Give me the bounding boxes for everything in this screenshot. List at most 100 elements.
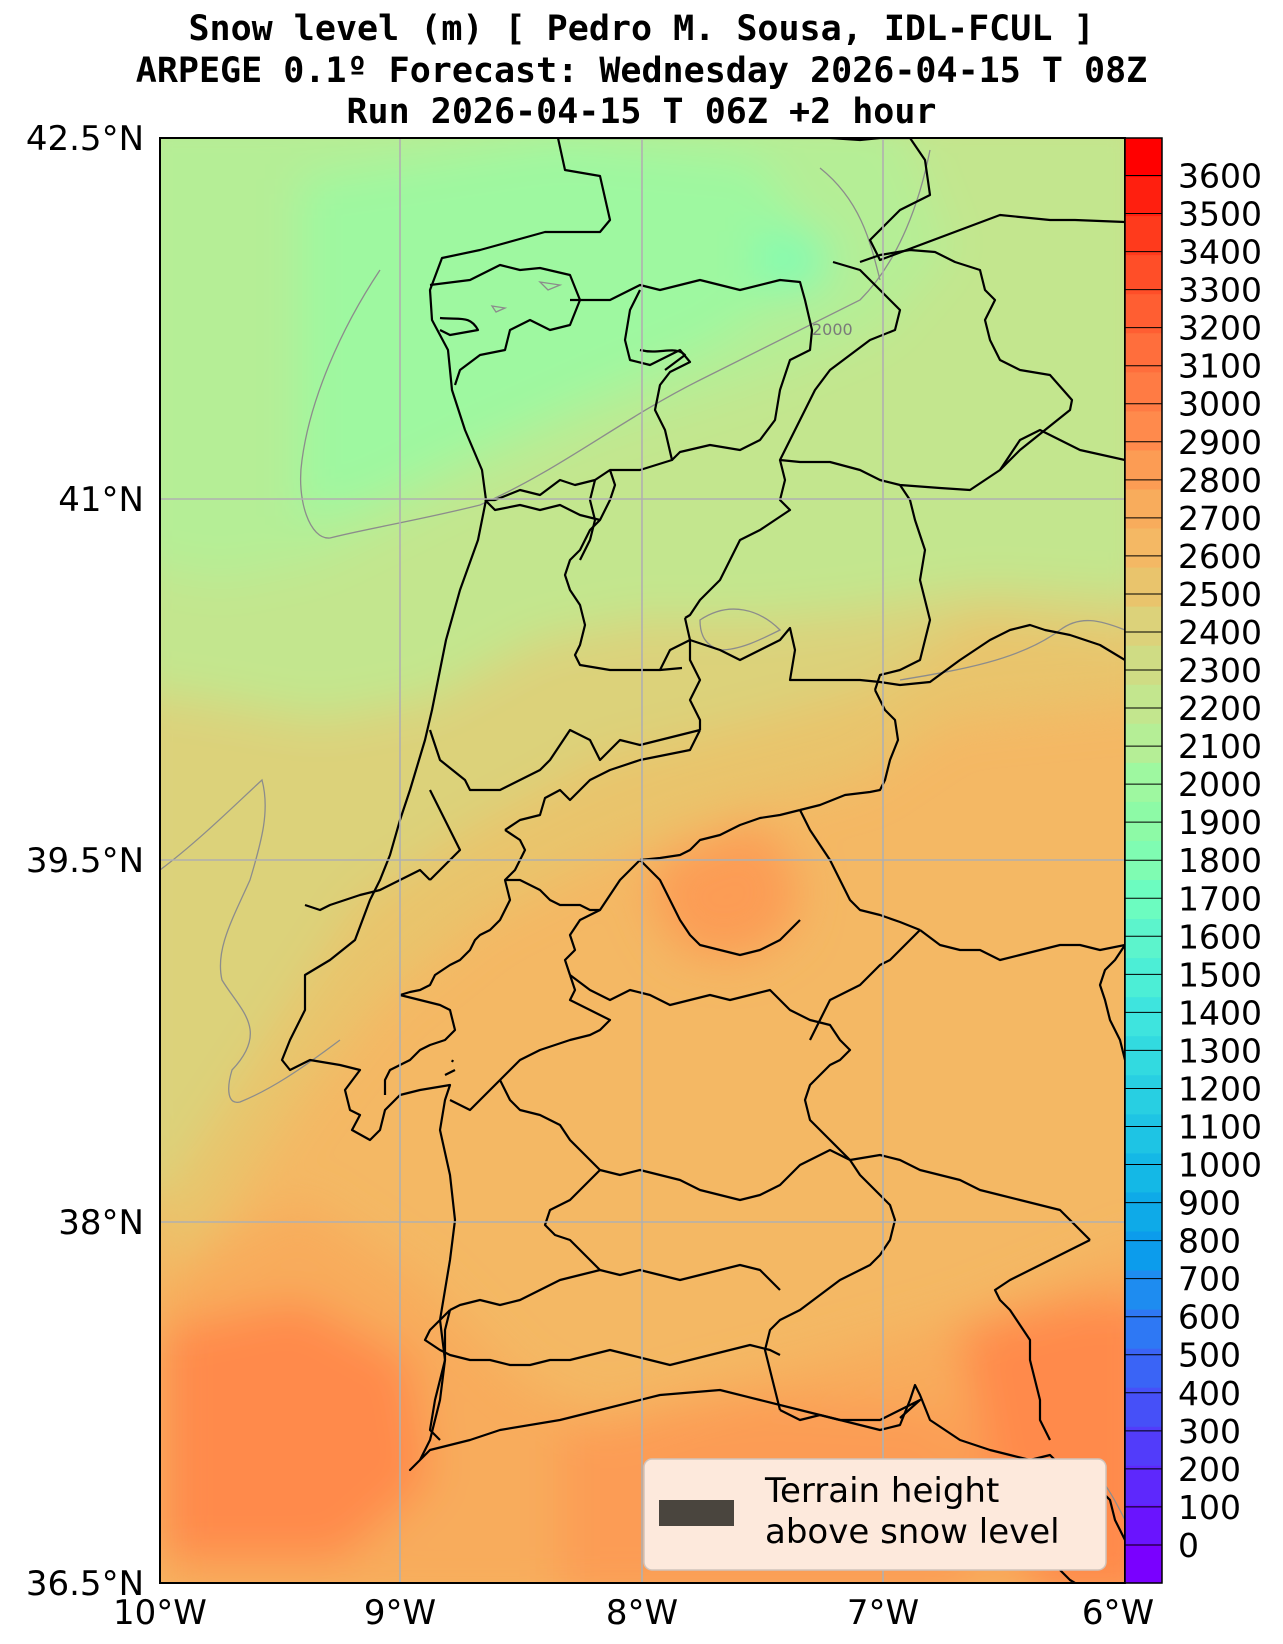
colorbar-label: 2800 — [1178, 461, 1262, 500]
longitude-tick-labels: 10°W 9°W 8°W 7°W 6°W — [113, 1593, 1154, 1633]
coastline — [280, 138, 922, 1472]
colorbar-label: 3300 — [1178, 271, 1262, 310]
coastline-and-borders — [280, 138, 1125, 1583]
snow-level-field — [160, 138, 1125, 1583]
colorbar-segment — [1125, 1465, 1162, 1506]
colorbar-segment — [1125, 567, 1162, 608]
legend: Terrain height above snow level — [643, 1458, 1107, 1571]
colorbar-segment — [1125, 1153, 1162, 1194]
colorbar-segment — [1125, 919, 1162, 959]
colorbar-segment — [1125, 138, 1162, 178]
colorbar: 3600350034003300320031003000290028002700… — [1124, 137, 1262, 1584]
colorbar-label: 3100 — [1178, 347, 1262, 386]
border-north — [558, 138, 1125, 262]
colorbar-segment — [1125, 177, 1162, 217]
colorbar-label: 3400 — [1178, 233, 1262, 272]
gridlines — [160, 138, 1125, 1583]
colorbar-label: 1800 — [1178, 841, 1262, 880]
colorbar-segment — [1125, 1231, 1162, 1272]
terrain-swatch — [659, 1500, 734, 1526]
colorbar-segment — [1125, 958, 1162, 998]
lat-tick: 42.5°N — [26, 119, 144, 159]
colorbar-label: 2600 — [1178, 537, 1262, 576]
lon-tick: 9°W — [364, 1593, 436, 1633]
colorbar-segment — [1125, 684, 1162, 725]
colorbar-segment — [1125, 1504, 1162, 1545]
legend-box — [643, 1458, 1107, 1571]
colorbar-label: 2100 — [1178, 727, 1262, 766]
lat-tick: 39.5°N — [26, 841, 144, 881]
colorbar-label: 2500 — [1178, 575, 1262, 614]
lon-tick: 8°W — [606, 1593, 678, 1633]
colorbar-segment — [1125, 1270, 1162, 1311]
colorbar-segment — [1125, 1192, 1162, 1233]
colorbar-label: 1200 — [1178, 1069, 1262, 1108]
colorbar-label: 100 — [1178, 1488, 1241, 1527]
legend-line-2: above snow level — [765, 1512, 1060, 1552]
colorbar-label: 2900 — [1178, 423, 1262, 462]
colorbar-label: 1100 — [1178, 1108, 1262, 1147]
lat-tick: 41°N — [58, 480, 144, 520]
colorbar-label: 2400 — [1178, 613, 1262, 652]
colorbar-segment — [1125, 372, 1162, 412]
colorbar-label: 1400 — [1178, 993, 1262, 1032]
colorbar-label: 2200 — [1178, 689, 1262, 728]
colorbar-label: 700 — [1178, 1260, 1241, 1299]
colorbar-segment — [1125, 1348, 1162, 1389]
lat-tick: 36.5°N — [26, 1564, 144, 1604]
colorbar-label: 200 — [1178, 1450, 1241, 1489]
colorbar-label: 400 — [1178, 1374, 1241, 1413]
colorbar-label: 500 — [1178, 1336, 1241, 1375]
colorbar-label: 800 — [1178, 1222, 1241, 1261]
colorbar-label: 300 — [1178, 1412, 1241, 1451]
colorbar-segment — [1125, 723, 1162, 764]
colorbar-label: 3200 — [1178, 309, 1262, 348]
colorbar-segment — [1125, 762, 1162, 803]
colorbar-label: 0 — [1178, 1526, 1199, 1565]
colorbar-segment — [1125, 1543, 1162, 1584]
colorbar-segment — [1125, 1426, 1162, 1467]
colorbar-label: 1000 — [1178, 1146, 1262, 1185]
colorbar-segment — [1125, 1114, 1162, 1155]
colorbar-segment — [1125, 216, 1162, 256]
colorbar-segment — [1125, 880, 1162, 920]
colorbar-label: 900 — [1178, 1184, 1241, 1223]
colorbar-label: 600 — [1178, 1298, 1241, 1337]
colorbar-segment — [1125, 255, 1162, 295]
colorbar-segment — [1125, 1309, 1162, 1350]
colorbar-segment — [1125, 1075, 1162, 1115]
title-line-3: Run 2026-04-15 T 06Z +2 hour — [346, 92, 937, 132]
lon-tick: 7°W — [847, 1593, 919, 1633]
colorbar-label: 2000 — [1178, 765, 1262, 804]
title-line-1: Snow level (m) [ Pedro M. Sousa, IDL-FCU… — [188, 9, 1095, 49]
colorbar-segment — [1125, 450, 1162, 491]
colorbar-segment — [1125, 1387, 1162, 1428]
colorbar-segment — [1125, 997, 1162, 1037]
colorbar-label: 1500 — [1178, 955, 1262, 994]
colorbar-label: 1300 — [1178, 1031, 1262, 1070]
colorbar-label: 1600 — [1178, 917, 1262, 956]
lon-tick: 6°W — [1082, 1593, 1154, 1633]
legend-line-1: Terrain height — [764, 1471, 999, 1511]
colorbar-segment — [1125, 333, 1162, 373]
colorbar-label: 1900 — [1178, 803, 1262, 842]
colorbar-label: 3600 — [1178, 157, 1262, 196]
colorbar-label: 3000 — [1178, 385, 1262, 424]
colorbar-label: 3500 — [1178, 195, 1262, 234]
colorbar-label: 1700 — [1178, 879, 1262, 918]
colorbar-segment — [1125, 528, 1162, 569]
colorbar-segment — [1125, 840, 1162, 881]
lat-tick: 38°N — [58, 1203, 144, 1243]
latitude-tick-labels: 42.5°N 41°N 39.5°N 38°N 36.5°N — [26, 119, 144, 1604]
colorbar-segment — [1125, 411, 1162, 452]
contour-label: 2000 — [812, 320, 853, 339]
title-line-2: ARPEGE 0.1º Forecast: Wednesday 2026-04-… — [135, 51, 1148, 91]
colorbar-label: 2300 — [1178, 651, 1262, 690]
lon-tick: 10°W — [113, 1593, 207, 1633]
colorbar-label: 2700 — [1178, 499, 1262, 538]
colorbar-segment — [1125, 606, 1162, 647]
colorbar-segment — [1125, 1036, 1162, 1076]
colorbar-segment — [1125, 645, 1162, 686]
colorbar-segment — [1125, 489, 1162, 530]
